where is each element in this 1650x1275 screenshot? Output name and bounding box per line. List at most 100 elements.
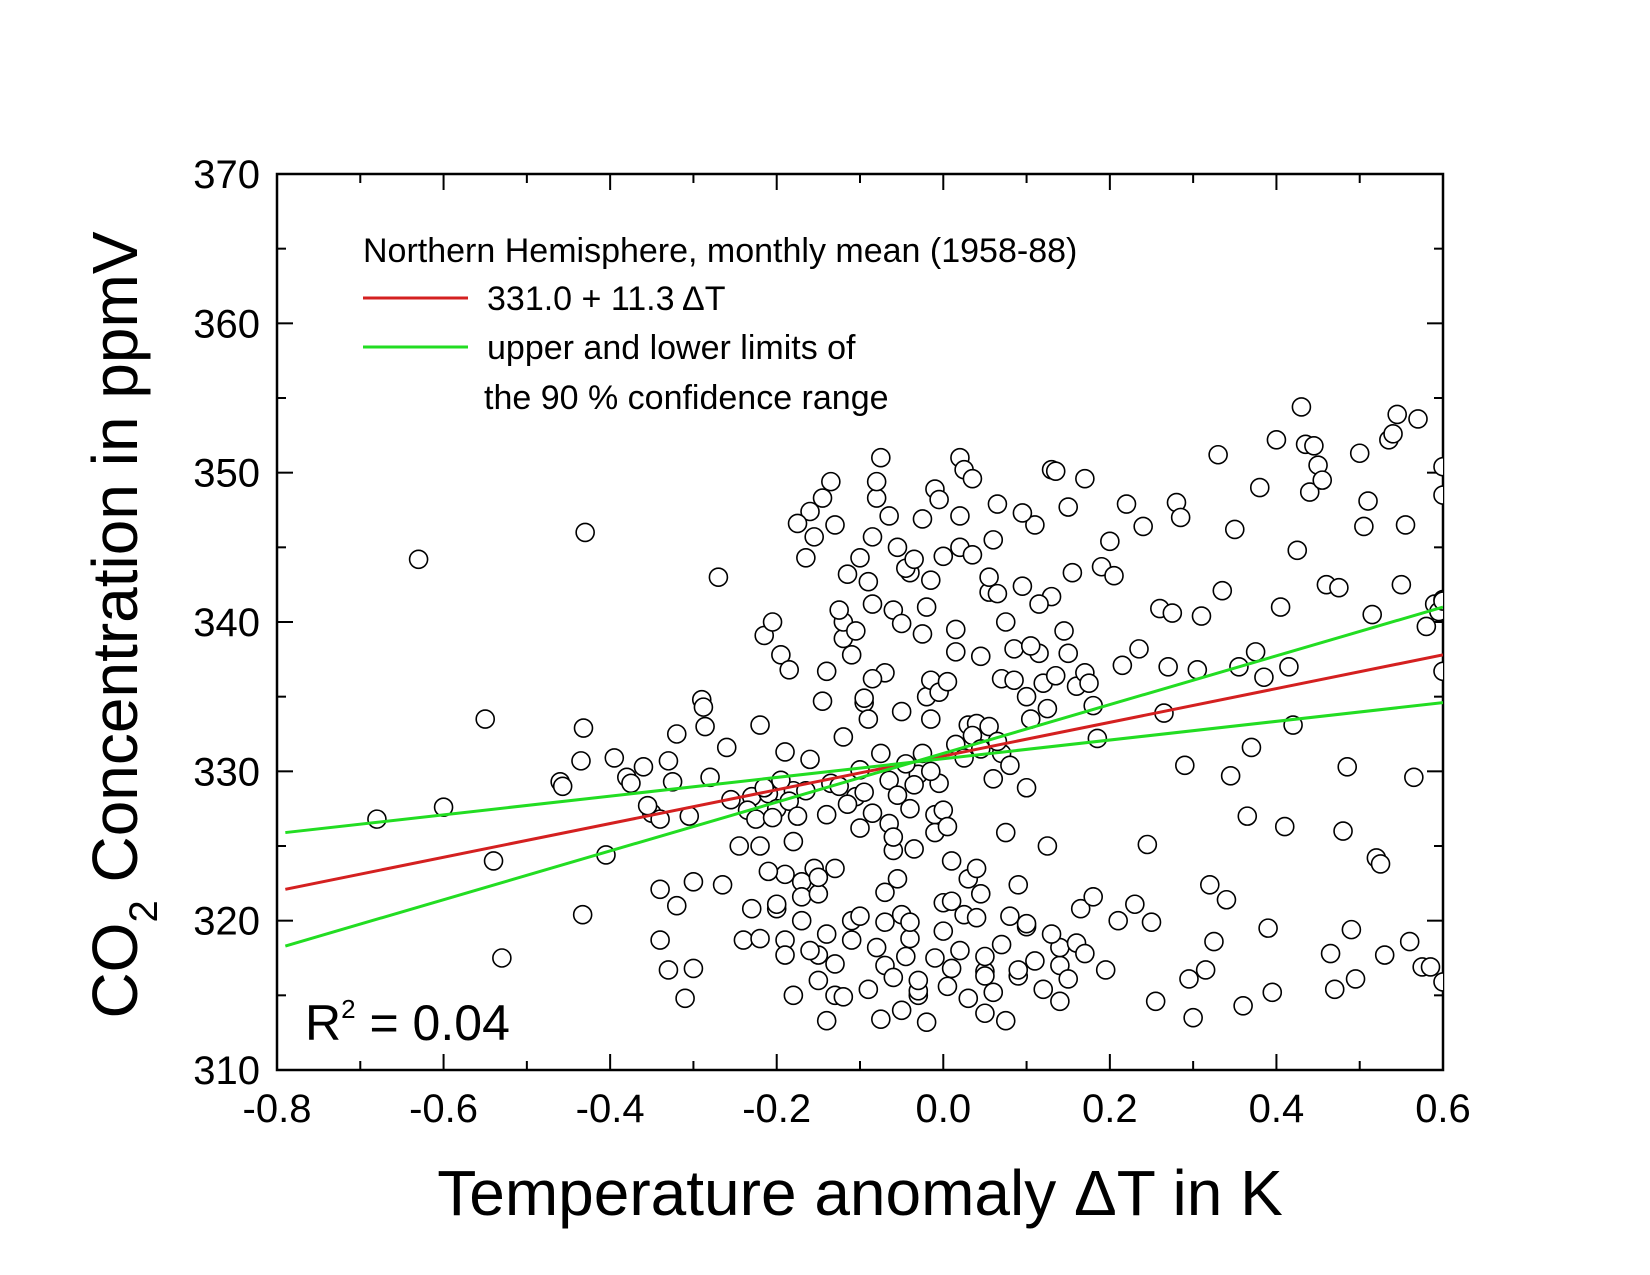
data-point: [891, 1000, 912, 1021]
data-point: [858, 709, 879, 729]
data-point: [1420, 957, 1441, 977]
legend-fit-label: 331.0 + 11.3 ΔT: [487, 280, 726, 318]
data-point: [762, 807, 783, 828]
data-point: [937, 816, 958, 837]
data-point: [758, 861, 779, 882]
data-point: [887, 537, 908, 558]
data-point: [791, 886, 812, 907]
data-point: [1012, 503, 1033, 523]
data-point: [791, 910, 812, 931]
data-point: [675, 988, 695, 1009]
data-point: [862, 803, 883, 823]
data-point: [1337, 757, 1358, 777]
data-point: [966, 858, 987, 879]
data-point: [937, 976, 958, 997]
data-point: [825, 515, 845, 535]
data-point: [854, 688, 874, 708]
x-axis-title: Temperature anomaly ΔT in K: [437, 1157, 1283, 1229]
data-point: [604, 748, 625, 768]
data-point: [729, 836, 750, 856]
data-point: [866, 488, 887, 508]
data-point: [1200, 875, 1220, 895]
data-point: [983, 530, 1004, 550]
data-point: [1045, 665, 1066, 686]
data-point: [833, 727, 854, 747]
data-point: [1045, 461, 1066, 481]
data-point: [821, 471, 841, 492]
data-point: [1374, 945, 1395, 965]
data-point: [816, 804, 837, 825]
data-point: [1104, 565, 1124, 586]
data-point: [862, 594, 883, 614]
data-point: [1354, 516, 1374, 537]
data-point: [950, 940, 970, 961]
data-point: [1433, 972, 1443, 992]
data-point: [1141, 912, 1162, 932]
data-point: [650, 930, 670, 950]
x-tick-label: 0.6: [1415, 1087, 1471, 1131]
data-point: [837, 794, 858, 814]
data-point: [633, 757, 654, 777]
data-point: [945, 642, 966, 662]
x-tick-label: -0.8: [243, 1087, 312, 1131]
y-tick-label: 330: [193, 750, 260, 794]
data-point: [812, 488, 833, 508]
data-point: [958, 988, 979, 1009]
data-point: [573, 718, 594, 738]
data-point: [1266, 430, 1287, 450]
data-point: [808, 970, 829, 991]
y-tick-labels: 310 320 330 340 350 360 370: [193, 153, 260, 1093]
data-point: [871, 447, 891, 468]
data-point: [1133, 516, 1153, 537]
data-point: [666, 895, 687, 916]
data-point: [816, 924, 837, 944]
data-point: [1000, 755, 1020, 776]
data-point: [779, 659, 800, 680]
data-point: [979, 567, 999, 588]
data-point: [1241, 737, 1262, 758]
data-point: [904, 549, 924, 570]
data-point: [862, 527, 883, 547]
data-point: [991, 934, 1012, 955]
data-point: [1058, 969, 1079, 989]
data-point: [995, 1010, 1016, 1031]
y-axis-title: CO2 Concentration in ppmV: [79, 231, 166, 1018]
data-point: [891, 701, 912, 722]
y-tick-label: 350: [193, 452, 260, 496]
data-point: [1070, 898, 1091, 919]
data-point: [816, 661, 837, 682]
data-point: [1433, 485, 1443, 505]
data-point: [1179, 969, 1199, 989]
data-point: [995, 822, 1016, 843]
data-point: [841, 930, 862, 950]
data-point: [983, 982, 1004, 1003]
data-point: [1345, 969, 1366, 989]
data-point: [1404, 767, 1424, 788]
lower-limit-line: [285, 701, 1443, 835]
data-point: [1254, 667, 1274, 688]
data-point: [837, 564, 858, 585]
x-tick-label: 0.0: [915, 1087, 971, 1131]
data-point: [871, 1009, 891, 1030]
data-point: [1054, 621, 1074, 641]
legend-title: Northern Hemisphere, monthly mean (1958-…: [363, 232, 1077, 270]
data-point: [766, 894, 787, 915]
data-point: [1050, 991, 1070, 1012]
data-point: [1399, 931, 1420, 952]
data-point: [483, 851, 504, 871]
data-point: [920, 709, 941, 729]
data-point: [975, 1003, 995, 1024]
data-point: [1100, 531, 1120, 552]
data-point: [775, 742, 795, 762]
data-point: [575, 522, 595, 543]
y-tick-label: 360: [193, 302, 260, 346]
data-point: [941, 958, 962, 979]
data-point: [492, 948, 512, 968]
upper-limit-line: [284, 605, 1443, 948]
data-point: [883, 967, 904, 988]
data-point: [1237, 806, 1258, 826]
legend-limits-label-line1: upper and lower limits of: [487, 329, 856, 367]
data-point: [879, 770, 899, 791]
data-point: [572, 904, 593, 925]
